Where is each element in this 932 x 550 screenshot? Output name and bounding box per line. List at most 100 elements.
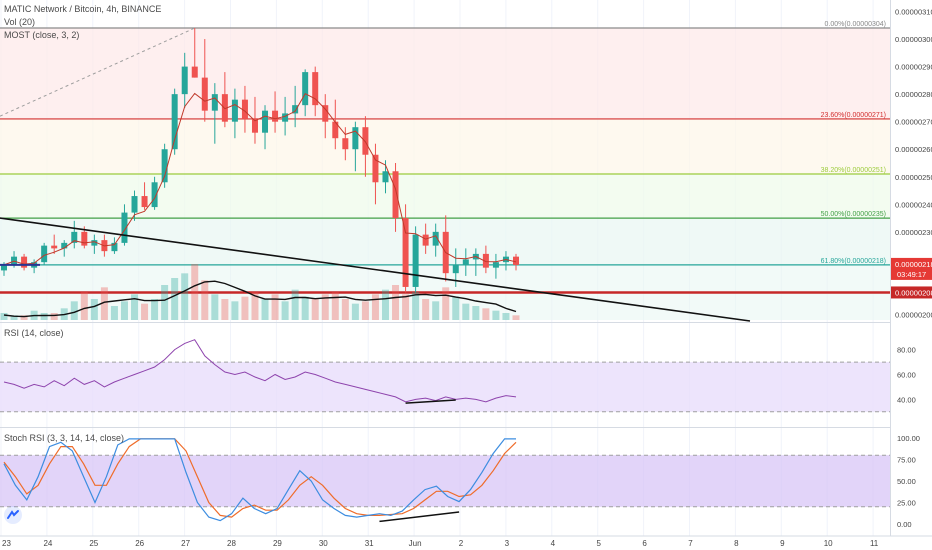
volume-bar [261,299,269,320]
price-axis-tick: 0.00000260 [895,145,932,154]
support-price-tag [891,286,932,299]
candle-body [191,66,198,78]
volume-bar [422,299,430,320]
volume-bar [432,301,440,320]
stoch-d-line [3,438,517,518]
volume-bar [442,287,450,320]
time-axis-label: 30 [319,539,328,548]
volume-bar [512,315,520,320]
volume-bar [402,294,410,320]
bar-countdown: 03:49:17 [897,270,926,279]
fib-level-label: 61.80%(0.00000218) [821,258,886,265]
symbol-title[interactable]: MATIC Network / Bitcoin, 4h, BINANCE [4,4,162,14]
volume-bar [151,299,159,320]
volume-bar [40,313,48,320]
candle-body [262,110,269,133]
indicator-legend[interactable]: MOST (close, 3, 2) [4,30,79,40]
volume-bar [10,315,18,320]
stoch-legend[interactable]: Stoch RSI (3, 3, 14, 14, close) [4,433,124,443]
stoch-divergence-line [379,511,460,523]
candle-body [211,94,218,111]
stoch-band [0,455,890,507]
volume-bar [331,292,339,320]
volume-bar [502,313,510,320]
pane-divider-rsi[interactable] [0,322,890,323]
stoch-axis-tick: 25.00 [897,499,916,508]
time-axis-label: 27 [181,539,190,548]
rsi-line [3,339,517,403]
stoch-axis-tick: 75.00 [897,456,916,465]
time-axis-label: 24 [43,539,52,548]
fib-level-label: 50.00%(0.00000235) [821,211,886,218]
rsi-legend[interactable]: RSI (14, close) [4,328,64,338]
price-axis-tick: 0.00000240 [895,200,932,209]
volume-label: Vol (20) [4,17,36,27]
price-axis-tick: 0.00000280 [895,90,932,99]
candle-body [231,99,238,122]
candle-body [322,105,329,122]
candle-body [492,262,499,268]
volume-bar [412,292,420,320]
time-axis-label: 10 [824,539,833,548]
candle-body [241,99,248,119]
candle-body [352,127,359,150]
volume-bar [50,313,58,320]
candle-body [272,110,279,122]
indicator-label: MOST (close, 3, 2) [4,30,80,40]
volume-bar [271,294,279,320]
pane-divider-stoch[interactable] [0,427,890,428]
candle-body [71,231,78,243]
time-axis-label: 2 [459,539,464,548]
candle-body [141,196,148,208]
volume-bar [231,301,239,320]
volume-bar [100,287,108,320]
candle-body [282,113,289,122]
price-axis-tick: 0.00000250 [895,173,932,182]
candle-body [432,231,439,246]
volume-ma-line [3,280,517,318]
time-axis-label: 4 [551,539,556,548]
time-axis-label: 26 [135,539,144,548]
candle-body [392,171,399,219]
rsi-label: RSI (14, close) [4,328,64,338]
volume-bar [0,313,8,320]
volume-bar [361,301,369,320]
candle-body [462,259,469,265]
volume-bar [392,285,400,320]
volume-bar [291,289,299,320]
tradingview-logo-icon[interactable] [4,506,22,524]
volume-bar [241,296,249,320]
rsi-divergence-line [405,399,456,404]
fib-zone [0,118,890,175]
candle-body [61,242,68,249]
candle-body [21,256,28,268]
fib-zone [0,174,890,219]
volume-bar [80,292,88,320]
candle-body [51,245,58,249]
volume-bar [381,289,389,320]
volume-legend[interactable]: Vol (20) [4,17,35,27]
stoch-axis-tick: 0.00 [897,520,912,529]
candle-body [382,171,389,183]
candle-body [201,77,208,111]
price-axis-tick: 0.00000270 [895,118,932,127]
volume-bar [281,301,289,320]
fib-level-label: 38.20%(0.00000251) [821,167,886,174]
candle-body [151,182,158,208]
time-axis-label: 31 [365,539,374,548]
candle-body [482,253,489,268]
candle-body [91,240,98,246]
volume-bar [181,273,189,320]
candle-body [412,234,419,287]
volume-bar [462,303,470,320]
volume-bar [341,299,349,320]
candle-body [41,245,48,263]
candle-body [1,264,7,271]
volume-bar [70,301,78,320]
price-axis-divider [890,0,891,536]
price-axis-tick: 0.00000200 [895,310,932,319]
volume-bar [20,315,28,320]
volume-bar [351,303,359,320]
last-price-tag [891,257,932,280]
